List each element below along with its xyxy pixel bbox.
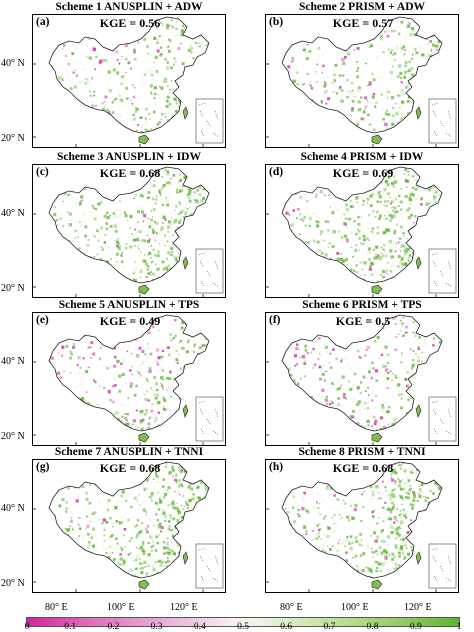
- lon-label: 100° E: [107, 602, 135, 613]
- scheme-title: Scheme 5 ANUSPLIN + TPS: [32, 299, 226, 312]
- kge-value: KGE = 0.69: [266, 166, 459, 181]
- taiwan-island: [183, 405, 188, 417]
- map-frame: (e)KGE = 0.49: [32, 312, 226, 446]
- hainan-island: [372, 285, 382, 294]
- lat-label-20n: 20° N: [1, 431, 25, 442]
- taiwan-island: [183, 107, 188, 119]
- china-map: [33, 313, 225, 445]
- scheme-title: Scheme 1 ANUSPLIN + ADW: [32, 1, 226, 14]
- china-map: [33, 165, 225, 297]
- map-frame: (a)KGE = 0.56: [32, 14, 226, 148]
- china-map: [33, 460, 225, 592]
- scheme-title: Scheme 7 ANUSPLIN + TNNI: [32, 446, 226, 459]
- scheme-title: Scheme 6 PRISM + TPS: [265, 299, 459, 312]
- kge-value: KGE = 0.56: [33, 16, 226, 31]
- lon-label: 120° E: [404, 602, 432, 613]
- map-panel: Scheme 4 PRISM + IDW(d)KGE = 0.69: [265, 164, 459, 298]
- scheme-title: Scheme 2 PRISM + ADW: [265, 1, 459, 14]
- lat-label-40n: 40° N: [1, 58, 25, 69]
- kge-value: KGE = 0.68: [33, 166, 226, 181]
- hainan-island: [139, 285, 149, 294]
- scheme-title: Scheme 3 ANUSPLIN + IDW: [32, 151, 226, 164]
- map-panel: Scheme 1 ANUSPLIN + ADW(a)KGE = 0.56: [32, 14, 226, 148]
- map-frame: (f)KGE = 0.5: [265, 312, 459, 446]
- hainan-island: [139, 433, 149, 442]
- lat-label-40n: 40° N: [1, 356, 25, 367]
- lon-label: 80° E: [280, 602, 303, 613]
- map-panel: Scheme 7 ANUSPLIN + TNNI(g)KGE = 0.68: [32, 459, 226, 593]
- taiwan-island: [416, 552, 421, 564]
- taiwan-island: [416, 107, 421, 119]
- map-panel: Scheme 3 ANUSPLIN + IDW(c)KGE = 0.68: [32, 164, 226, 298]
- south-china-sea-inset: [196, 99, 223, 143]
- taiwan-island: [416, 405, 421, 417]
- map-frame: (b)KGE = 0.57: [265, 14, 459, 148]
- kge-value: KGE = 0.68: [33, 461, 226, 476]
- hainan-island: [139, 135, 149, 144]
- lon-label: 120° E: [170, 602, 198, 613]
- lat-label-20n: 20° N: [1, 133, 25, 144]
- map-frame: (h)KGE = 0.68: [265, 459, 459, 593]
- map-panel: Scheme 2 PRISM + ADW(b)KGE = 0.57: [265, 14, 459, 148]
- map-frame: (g)KGE = 0.68: [32, 459, 226, 593]
- hainan-island: [372, 135, 382, 144]
- taiwan-island: [183, 257, 188, 269]
- south-china-sea-inset: [196, 544, 223, 588]
- map-frame: (c)KGE = 0.68: [32, 164, 226, 298]
- hainan-island: [372, 433, 382, 442]
- lat-label-20n: 20° N: [1, 283, 25, 294]
- map-panel: Scheme 8 PRISM + TNNI(h)KGE = 0.68: [265, 459, 459, 593]
- lon-label: 100° E: [341, 602, 369, 613]
- china-map: [266, 15, 458, 147]
- lat-label-20n: 20° N: [1, 578, 25, 589]
- kge-value: KGE = 0.49: [33, 314, 226, 329]
- china-map: [266, 460, 458, 592]
- scheme-title: Scheme 8 PRISM + TNNI: [265, 446, 459, 459]
- south-china-sea-inset: [196, 397, 223, 441]
- map-panel: Scheme 5 ANUSPLIN + TPS(e)KGE = 0.49: [32, 312, 226, 446]
- south-china-sea-inset: [429, 544, 456, 588]
- taiwan-island: [416, 257, 421, 269]
- taiwan-island: [183, 552, 188, 564]
- south-china-sea-inset: [196, 249, 223, 293]
- south-china-sea-inset: [429, 249, 456, 293]
- china-map: [33, 15, 225, 147]
- map-panel: Scheme 6 PRISM + TPS(f)KGE = 0.5: [265, 312, 459, 446]
- hainan-island: [139, 580, 149, 589]
- hainan-island: [372, 580, 382, 589]
- map-frame: (d)KGE = 0.69: [265, 164, 459, 298]
- lon-label: 80° E: [45, 602, 68, 613]
- lat-label-40n: 40° N: [1, 503, 25, 514]
- south-china-sea-inset: [429, 99, 456, 143]
- kge-value: KGE = 0.68: [266, 461, 459, 476]
- china-map: [266, 165, 458, 297]
- lat-label-40n: 40° N: [1, 208, 25, 219]
- south-china-sea-inset: [429, 397, 456, 441]
- scheme-title: Scheme 4 PRISM + IDW: [265, 151, 459, 164]
- china-map: [266, 313, 458, 445]
- kge-value: KGE = 0.57: [266, 16, 459, 31]
- kge-value: KGE = 0.5: [266, 314, 459, 329]
